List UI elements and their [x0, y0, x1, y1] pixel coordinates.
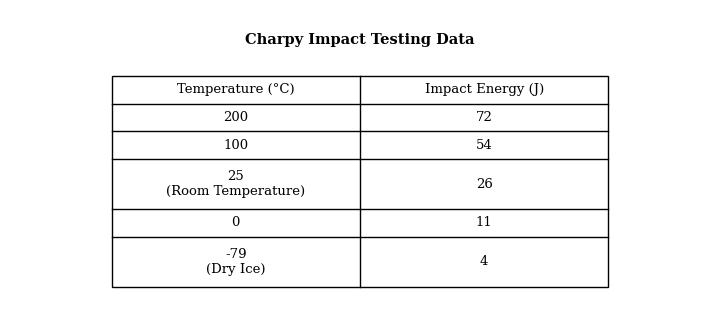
Text: 100: 100	[223, 139, 248, 152]
Text: Temperature (°C): Temperature (°C)	[177, 83, 294, 96]
Text: Impact Energy (J): Impact Energy (J)	[425, 83, 544, 96]
Text: 54: 54	[476, 139, 492, 152]
Text: -79
(Dry Ice): -79 (Dry Ice)	[206, 248, 266, 276]
Text: 26: 26	[476, 178, 492, 191]
Text: 200: 200	[223, 111, 248, 124]
Text: 4: 4	[480, 255, 488, 268]
Text: 0: 0	[232, 216, 240, 229]
Text: 11: 11	[476, 216, 492, 229]
Text: 72: 72	[476, 111, 492, 124]
Text: Charpy Impact Testing Data: Charpy Impact Testing Data	[246, 33, 474, 46]
Text: 25
(Room Temperature): 25 (Room Temperature)	[166, 170, 305, 198]
